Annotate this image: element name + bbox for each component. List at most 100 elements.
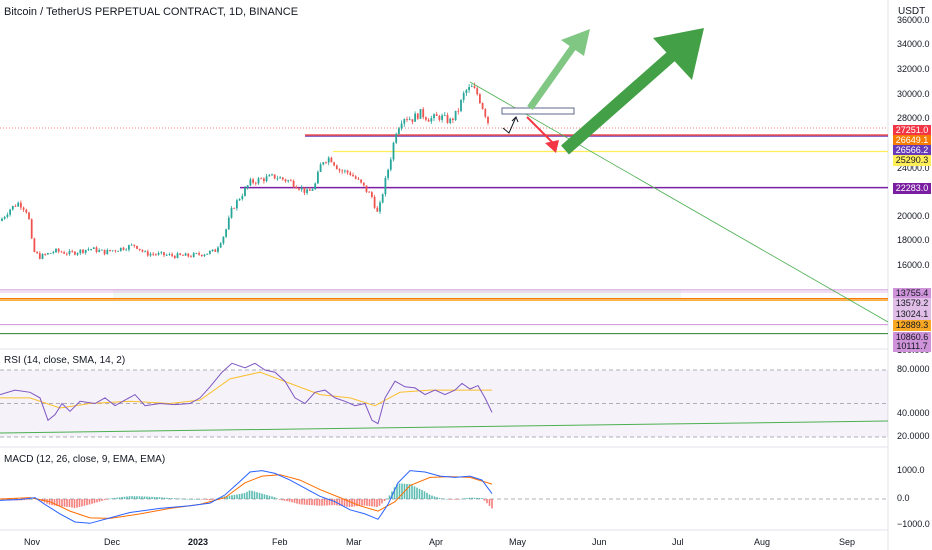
bullish-arrow-shaft xyxy=(561,47,680,155)
price-level-badge: 26566.2 xyxy=(893,145,931,156)
candle xyxy=(411,119,414,122)
price-level-badge: 13755.4 xyxy=(893,288,931,299)
macd-histogram-bar xyxy=(3,499,6,501)
macd-histogram-bar xyxy=(163,497,166,499)
candle xyxy=(28,212,30,220)
candle xyxy=(484,109,487,117)
price-level-badge: 10111.7 xyxy=(893,341,931,352)
macd-histogram-bar xyxy=(203,499,206,500)
macd-histogram-bar xyxy=(78,499,81,507)
macd-histogram-bar xyxy=(341,499,343,507)
candle xyxy=(119,247,122,251)
candle xyxy=(376,207,379,212)
macd-histogram-bar xyxy=(426,492,428,499)
chart-symbol-title[interactable]: Bitcoin / TetherUS PERPETUAL CONTRACT, 1… xyxy=(4,6,299,18)
trendline xyxy=(469,81,889,323)
macd-histogram-bar xyxy=(371,499,373,507)
candle xyxy=(44,254,47,255)
candle xyxy=(479,94,481,104)
macd-histogram-bar xyxy=(388,495,391,499)
macd-pane-title[interactable]: MACD (12, 26, close, 9, EMA, EMA) xyxy=(4,454,166,465)
macd-axis-tick: −1000.0 xyxy=(897,519,930,529)
macd-histogram-bar xyxy=(361,499,363,506)
macd-histogram-bar xyxy=(166,497,168,499)
macd-histogram-bar xyxy=(96,499,98,503)
macd-histogram-bar xyxy=(336,499,338,506)
candle xyxy=(487,116,489,123)
bullish-arrow-shaft xyxy=(527,43,577,111)
candle xyxy=(87,249,90,251)
candle xyxy=(292,180,295,187)
macd-histogram-bar xyxy=(188,498,191,500)
time-axis-tick: 2023 xyxy=(188,537,209,547)
time-axis-tick: Mar xyxy=(346,537,362,547)
rsi-pane-title[interactable]: RSI (14, close, SMA, 14, 2) xyxy=(4,355,126,366)
candle xyxy=(55,248,57,253)
macd-histogram-bar xyxy=(396,484,398,499)
macd-histogram-bar xyxy=(256,492,258,499)
price-axis-tick: 20000.0 xyxy=(897,211,930,221)
price-level-badge: 13579.2 xyxy=(893,298,931,309)
macd-histogram-bar xyxy=(168,498,171,499)
candle xyxy=(14,205,17,207)
bullish-arrow-head xyxy=(653,28,704,80)
candle xyxy=(184,253,187,256)
time-axis-tick: Jun xyxy=(592,537,607,547)
candle xyxy=(446,114,449,123)
candle xyxy=(38,253,41,259)
price-axis-tick: 30000.0 xyxy=(897,89,930,99)
macd-histogram-bar xyxy=(418,488,421,499)
candle xyxy=(333,162,335,166)
candle xyxy=(306,189,308,193)
macd-histogram-bar xyxy=(206,499,208,500)
candle xyxy=(414,113,416,122)
candle xyxy=(206,253,209,255)
candle xyxy=(128,245,130,250)
macd-histogram-bar xyxy=(286,499,288,502)
macd-histogram-bar xyxy=(433,496,436,499)
candle xyxy=(279,177,281,179)
macd-histogram-bar xyxy=(186,498,188,500)
candle xyxy=(271,174,273,176)
candle xyxy=(9,209,11,215)
candle xyxy=(1,218,3,221)
macd-axis-tick: 0.0 xyxy=(897,493,910,503)
macd-histogram-bar xyxy=(121,497,123,499)
candle xyxy=(352,175,354,177)
macd-histogram-bar xyxy=(56,499,58,506)
macd-histogram-bar xyxy=(421,490,423,499)
macd-histogram-bar xyxy=(183,498,186,500)
macd-histogram-bar xyxy=(228,495,231,499)
macd-histogram-bar xyxy=(131,496,133,499)
candle xyxy=(74,251,76,255)
candle xyxy=(82,249,84,253)
price-axis-tick: 36000.0 xyxy=(897,15,930,25)
candle xyxy=(263,178,265,182)
price-level-badge: 12889.3 xyxy=(893,320,931,331)
macd-histogram-bar xyxy=(483,499,486,501)
macd-axis-tick: 1000.0 xyxy=(897,465,925,475)
time-axis-tick: Nov xyxy=(24,537,41,547)
macd-histogram-bar xyxy=(246,491,248,499)
candle xyxy=(244,187,246,196)
macd-histogram-bar xyxy=(261,493,263,499)
macd-histogram-bar xyxy=(331,499,333,506)
macd-histogram-bar xyxy=(383,499,386,502)
macd-histogram-bar xyxy=(273,497,276,499)
macd-histogram-bar xyxy=(476,497,478,499)
macd-histogram-bar xyxy=(126,496,128,499)
projection-path xyxy=(502,116,517,134)
candle xyxy=(111,250,114,252)
macd-histogram-bar xyxy=(461,498,463,500)
macd-histogram-bar xyxy=(26,499,28,500)
candle xyxy=(249,179,252,186)
bearish-arrow-shaft xyxy=(526,116,554,144)
macd-histogram-bar xyxy=(58,499,61,507)
macd-histogram-bar xyxy=(23,499,26,501)
macd-histogram-bar xyxy=(98,499,101,502)
candle xyxy=(141,249,144,252)
rsi-trendline xyxy=(0,420,889,434)
macd-histogram-bar xyxy=(363,499,366,506)
